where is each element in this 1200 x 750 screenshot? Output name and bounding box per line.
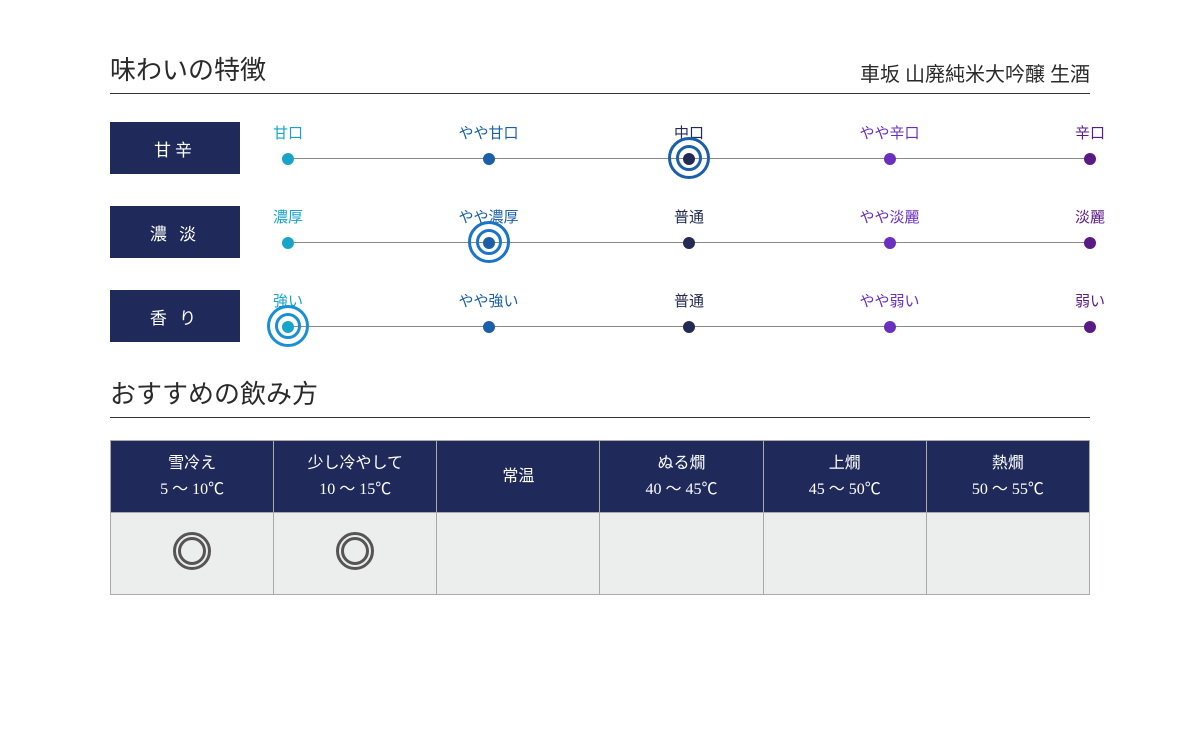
- scale-point-label: 辛口: [1075, 122, 1105, 143]
- serving-col-temp: 50 ～ 55℃: [972, 481, 1044, 498]
- scale-track: 甘口やや甘口中口やや辛口辛口: [288, 122, 1090, 174]
- serving-cell: [274, 513, 437, 595]
- serving-column-header: 常温: [437, 441, 600, 513]
- serving-cell: [437, 513, 600, 595]
- scale-point: やや淡麗: [859, 206, 919, 249]
- scale-point-label: 淡麗: [1075, 206, 1105, 227]
- scale-point-dot: [1084, 237, 1096, 249]
- scale-point-label: 普通: [674, 290, 704, 311]
- serving-column-header: ぬる燗 40 ～ 45℃: [600, 441, 763, 513]
- recommended-mark-icon: [336, 532, 374, 570]
- scale-point-label: 濃厚: [273, 206, 303, 227]
- serving-col-temp: 10 ～ 15℃: [319, 481, 391, 498]
- serving-col-name: 上燗: [829, 455, 861, 472]
- scale-row: 濃 淡濃厚やや濃厚普通やや淡麗淡麗: [110, 206, 1090, 258]
- recommended-mark-icon: [173, 532, 211, 570]
- serving-header: おすすめの飲み方: [110, 374, 1090, 418]
- scales-container: 甘辛甘口やや甘口中口やや辛口辛口濃 淡濃厚やや濃厚普通やや淡麗淡麗香 り強いやや…: [110, 122, 1090, 342]
- scale-point: 淡麗: [1075, 206, 1105, 249]
- scale-point-label: やや甘口: [458, 122, 518, 143]
- scale-point: やや辛口: [859, 122, 919, 165]
- serving-column-header: 少し冷やして 10 ～ 15℃: [274, 441, 437, 513]
- scale-point-dot: [1084, 153, 1096, 165]
- serving-title: おすすめの飲み方: [110, 374, 1090, 411]
- serving-col-temp: 45 ～ 50℃: [809, 481, 881, 498]
- serving-col-temp: 40 ～ 45℃: [646, 481, 718, 498]
- selected-ring-inner: [676, 145, 702, 171]
- serving-col-name: 熱燗: [992, 455, 1024, 472]
- selected-ring-inner: [275, 313, 301, 339]
- serving-table: 雪冷え 5 ～ 10℃ 少し冷やして 10 ～ 15℃ 常温 ぬる燗 40 ～ 45℃ 上燗 4…: [110, 440, 1090, 595]
- scale-track: 強いやや強い普通やや弱い弱い: [288, 290, 1090, 342]
- serving-section: おすすめの飲み方 雪冷え 5 ～ 10℃ 少し冷やして 10 ～ 15℃ 常温 ぬる燗 40…: [110, 374, 1090, 595]
- scale-row: 香 り強いやや強い普通やや弱い弱い: [110, 290, 1090, 342]
- product-name: 車坂 山廃純米大吟醸 生酒: [860, 58, 1090, 87]
- scale-axis-label: 香 り: [110, 290, 240, 342]
- scale-point-dot: [1084, 321, 1096, 333]
- serving-col-name: 常温: [502, 468, 534, 485]
- serving-col-name: ぬる燗: [658, 455, 706, 472]
- serving-cell: [926, 513, 1089, 595]
- scale-point-dot: [683, 237, 695, 249]
- serving-column-header: 上燗 45 ～ 50℃: [763, 441, 926, 513]
- selected-ring-inner: [476, 229, 502, 255]
- taste-header: 味わいの特徴 車坂 山廃純米大吟醸 生酒: [110, 50, 1090, 94]
- scale-point: やや弱い: [859, 290, 919, 333]
- scale-point: 弱い: [1075, 290, 1105, 333]
- scale-point: 普通: [674, 206, 704, 249]
- scale-point-label: 甘口: [273, 122, 303, 143]
- scale-point-label: 普通: [674, 206, 704, 227]
- taste-title: 味わいの特徴: [110, 50, 266, 87]
- scale-row: 甘辛甘口やや甘口中口やや辛口辛口: [110, 122, 1090, 174]
- scale-track: 濃厚やや濃厚普通やや淡麗淡麗: [288, 206, 1090, 258]
- scale-point-label: やや辛口: [859, 122, 919, 143]
- scale-point-label: 弱い: [1075, 290, 1105, 311]
- scale-axis-label: 甘辛: [110, 122, 240, 174]
- serving-col-temp: 5 ～ 10℃: [160, 481, 224, 498]
- serving-col-name: 雪冷え: [168, 455, 216, 472]
- scale-point-dot: [482, 321, 494, 333]
- serving-cell: [111, 513, 274, 595]
- scale-point: 辛口: [1075, 122, 1105, 165]
- scale-point-label: やや強い: [458, 290, 518, 311]
- serving-col-name: 少し冷やして: [307, 455, 403, 472]
- scale-point-dot: [282, 153, 294, 165]
- serving-column-header: 熱燗 50 ～ 55℃: [926, 441, 1089, 513]
- scale-point: 甘口: [273, 122, 303, 165]
- serving-column-header: 雪冷え 5 ～ 10℃: [111, 441, 274, 513]
- scale-axis-label: 濃 淡: [110, 206, 240, 258]
- scale-point: やや強い: [458, 290, 518, 333]
- scale-point: 普通: [674, 290, 704, 333]
- scale-point-dot: [883, 237, 895, 249]
- scale-point-label: やや淡麗: [859, 206, 919, 227]
- serving-cell: [763, 513, 926, 595]
- scale-point: 濃厚: [273, 206, 303, 249]
- scale-point-dot: [482, 153, 494, 165]
- scale-point-dot: [683, 321, 695, 333]
- scale-point-dot: [282, 237, 294, 249]
- taste-section: 味わいの特徴 車坂 山廃純米大吟醸 生酒 甘辛甘口やや甘口中口やや辛口辛口濃 淡…: [110, 50, 1090, 342]
- scale-point-label: やや弱い: [859, 290, 919, 311]
- scale-point-dot: [883, 153, 895, 165]
- scale-point-dot: [883, 321, 895, 333]
- scale-point: やや甘口: [458, 122, 518, 165]
- serving-cell: [600, 513, 763, 595]
